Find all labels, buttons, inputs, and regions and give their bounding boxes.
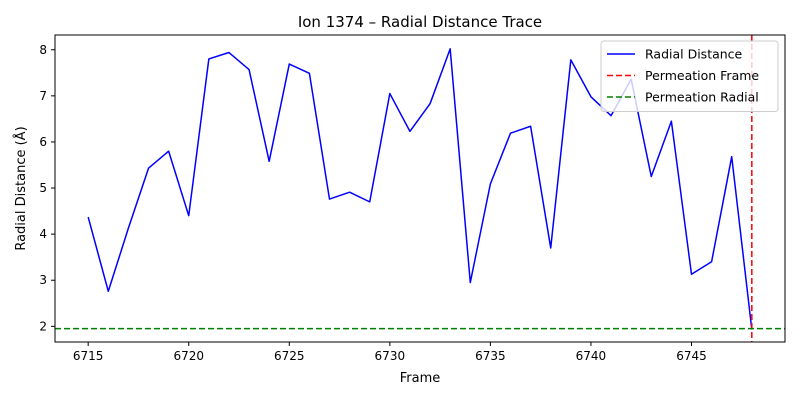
x-tick-label: 6730: [375, 349, 406, 363]
y-axis-label: Radial Distance (Å): [13, 126, 29, 250]
y-tick-label: 8: [39, 43, 47, 57]
x-tick-label: 6725: [274, 349, 305, 363]
x-tick-label: 6740: [576, 349, 607, 363]
series-line-0: [87, 48, 753, 330]
x-tick-label: 6715: [73, 349, 104, 363]
y-tick-label: 3: [39, 273, 47, 287]
legend-box: [600, 40, 779, 112]
y-tick-label: 6: [39, 135, 47, 149]
x-tick-label: 6745: [676, 349, 707, 363]
y-tick-label: 2: [39, 319, 47, 333]
x-axis-label: Frame: [400, 371, 441, 386]
legend: Radial Distance Permeation Frame Permeatio…: [600, 40, 779, 112]
y-tick-label: 7: [39, 89, 47, 103]
x-tick-label: 6735: [475, 349, 506, 363]
y-tick-label: 4: [39, 227, 47, 241]
y-tick-label: 5: [39, 181, 47, 195]
x-tick-label: 6720: [173, 349, 204, 363]
legend-label: Permeation Radial: [645, 90, 759, 105]
legend-label: Permeation Frame: [645, 68, 759, 83]
legend-label: Radial Distance: [645, 47, 743, 62]
chart-title: Ion 1374 – Radial Distance Trace: [298, 13, 542, 31]
